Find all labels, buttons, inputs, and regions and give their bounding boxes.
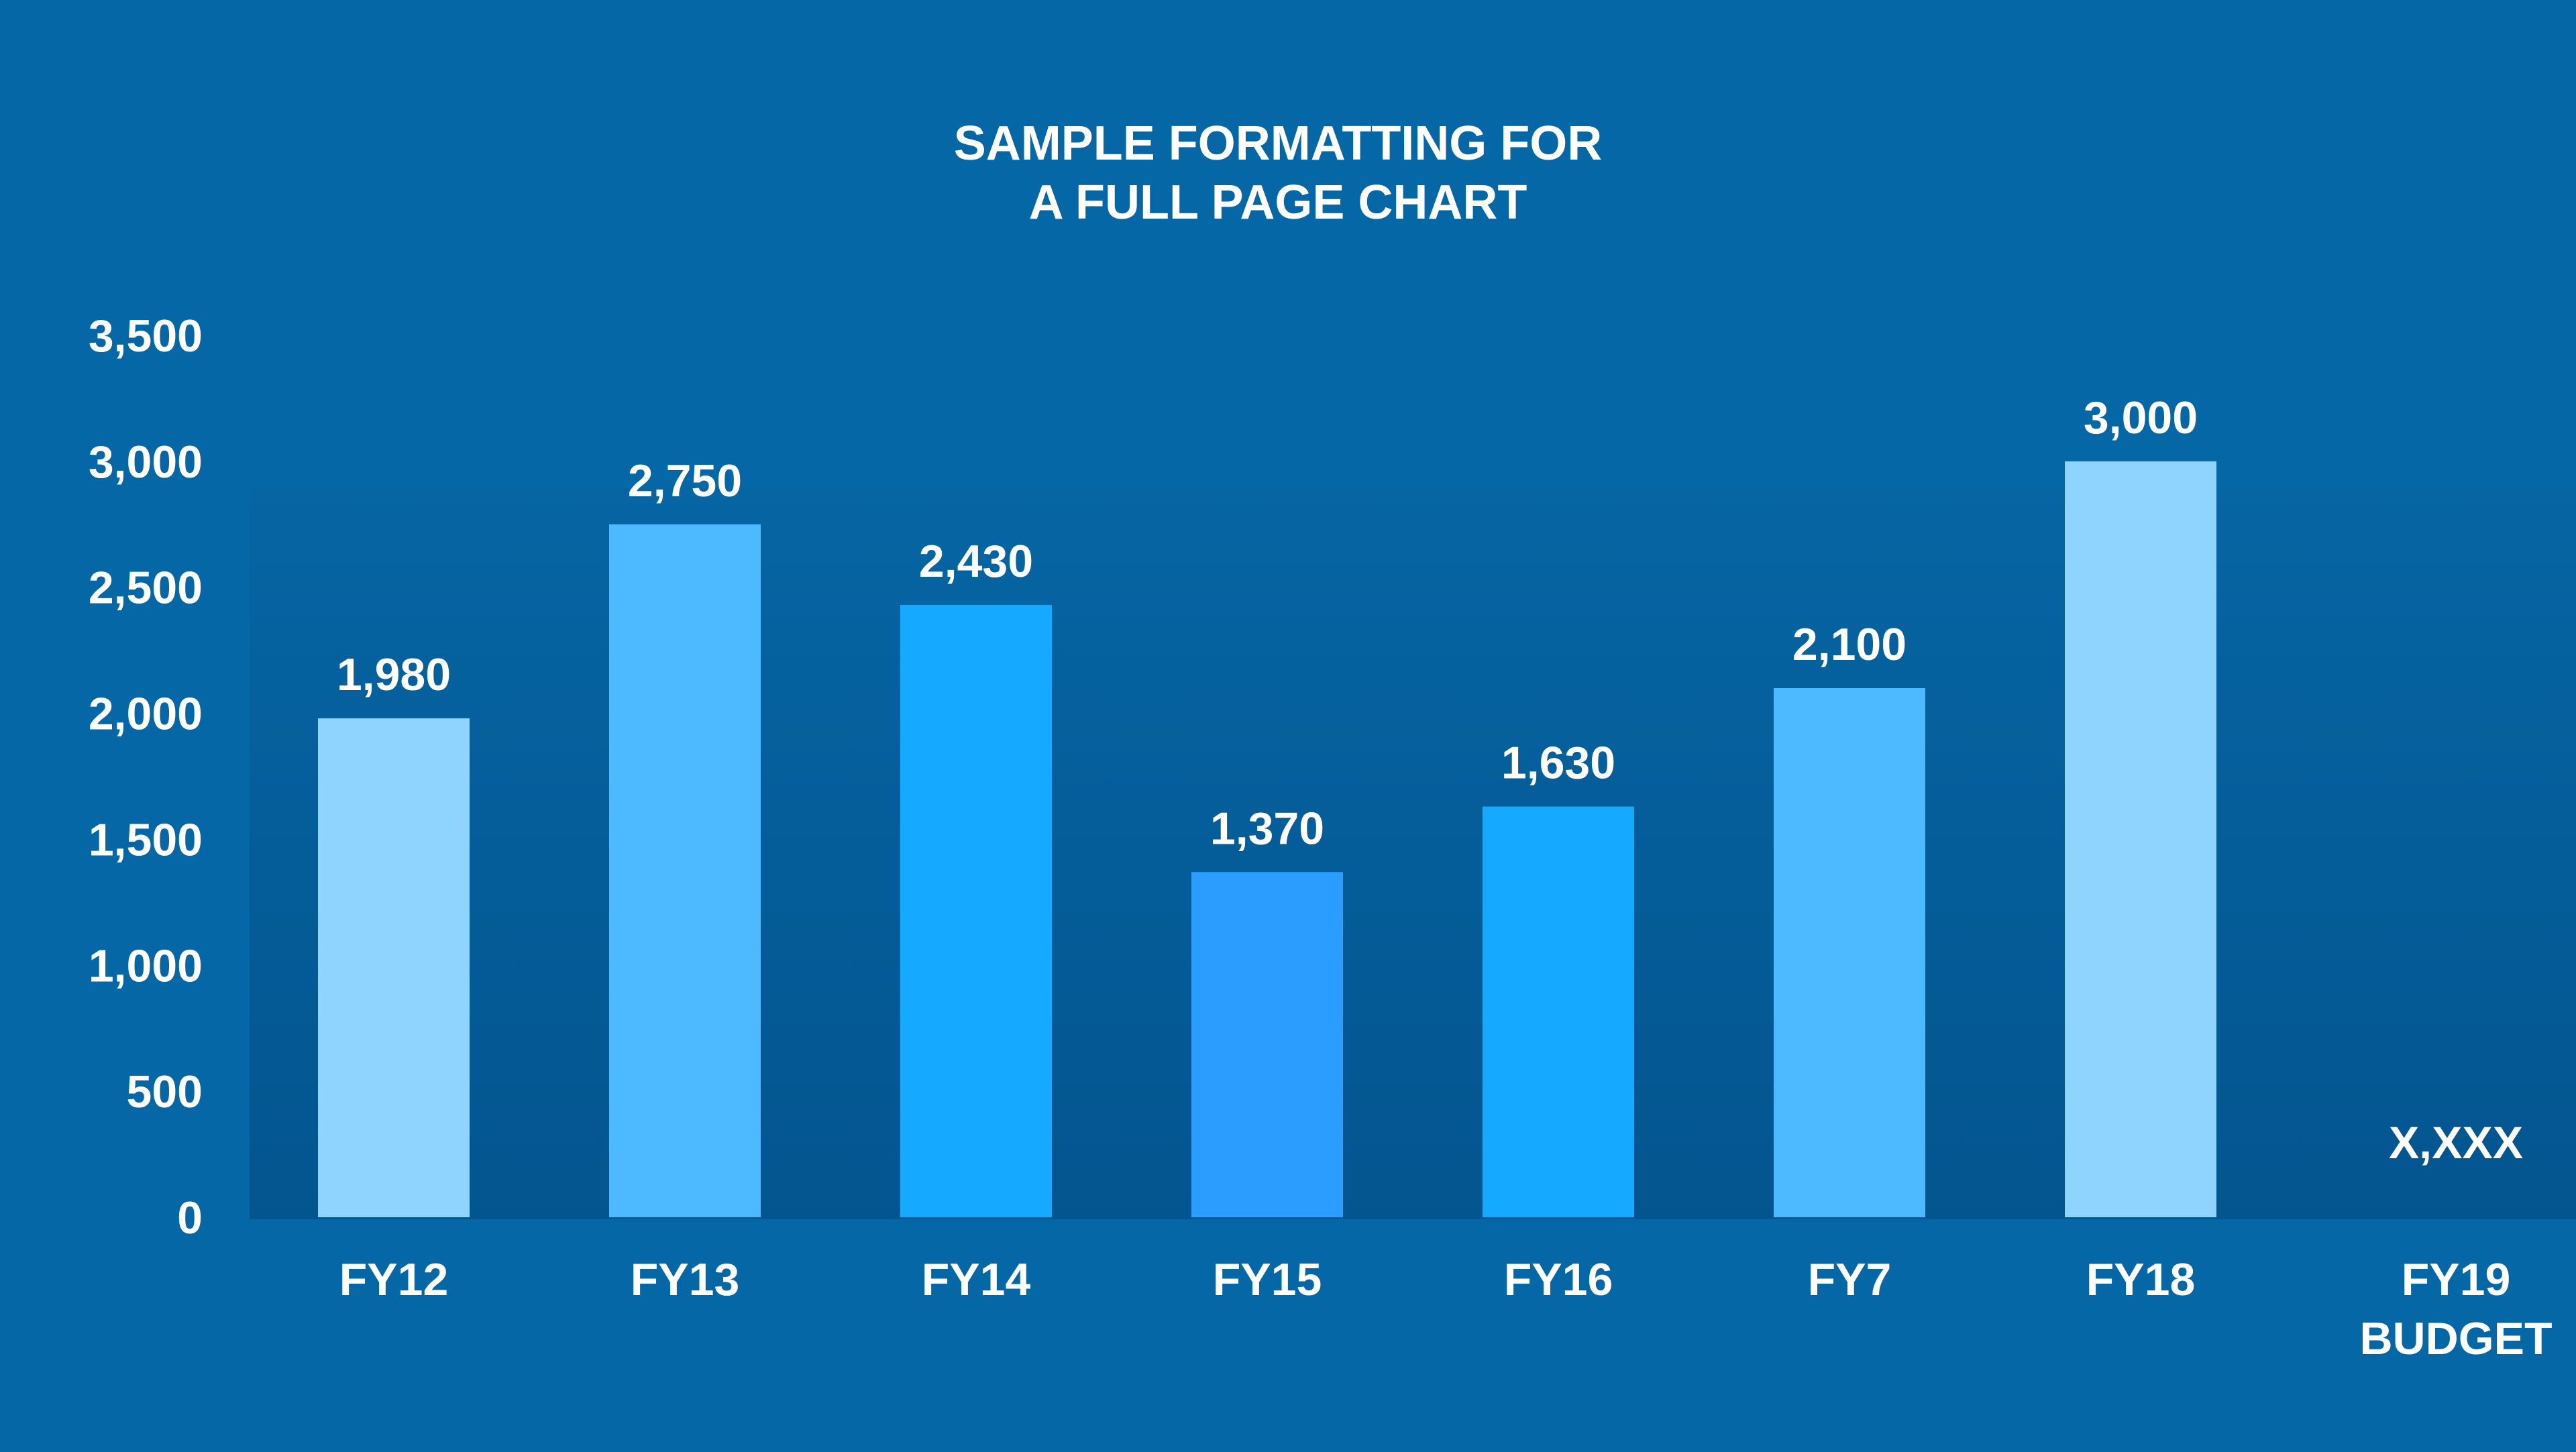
x-tick-label: FY15 bbox=[1213, 1254, 1322, 1305]
data-label: 2,750 bbox=[628, 455, 742, 506]
chart-title-line: A FULL PAGE CHART bbox=[1029, 176, 1527, 229]
data-labels: 1,980 2,750 2,430 1,370 1,630 2,100 3,000 X,XXX bbox=[337, 392, 2523, 1168]
plot-area bbox=[250, 488, 2576, 1219]
x-tick-label: FY12 bbox=[339, 1254, 449, 1305]
bar-fy12 bbox=[318, 718, 470, 1217]
chart-title: SAMPLE FORMATTING FOR A FULL PAGE CHART bbox=[954, 117, 1603, 229]
data-label: 1,980 bbox=[337, 649, 451, 700]
data-label: 2,430 bbox=[919, 536, 1033, 587]
x-tick-label: FY14 bbox=[922, 1254, 1031, 1305]
x-tick-label: FY16 bbox=[1504, 1254, 1613, 1305]
data-label: 1,630 bbox=[1501, 738, 1615, 789]
data-label: X,XXX bbox=[2389, 1117, 2523, 1168]
y-tick-label: 500 bbox=[127, 1066, 203, 1117]
x-tick-label: BUDGET bbox=[2359, 1313, 2552, 1364]
y-tick-label: 1,000 bbox=[89, 940, 203, 991]
data-label: 3,000 bbox=[2084, 392, 2198, 443]
bar-fy15 bbox=[1191, 872, 1343, 1217]
bar-fy7 bbox=[1774, 688, 1925, 1217]
data-label: 1,370 bbox=[1210, 803, 1324, 854]
x-tick-label: FY13 bbox=[631, 1254, 740, 1305]
x-tick-label: FY7 bbox=[1808, 1254, 1892, 1305]
x-tick-label: FY18 bbox=[2086, 1254, 2196, 1305]
y-tick-label: 1,500 bbox=[89, 814, 203, 865]
bar-fy14 bbox=[900, 605, 1052, 1217]
bar-fy18 bbox=[2065, 461, 2216, 1217]
y-tick-label: 2,500 bbox=[89, 563, 203, 614]
bars bbox=[318, 461, 2216, 1218]
y-tick-label: 3,000 bbox=[89, 437, 203, 488]
chart-title-line: SAMPLE FORMATTING FOR bbox=[954, 117, 1603, 170]
x-tick-label: FY19 bbox=[2402, 1254, 2511, 1305]
bar-fy16 bbox=[1483, 806, 1634, 1217]
x-axis-tick-labels: FY12 FY13 FY14 FY15 FY16 FY7 FY18 FY19 BUDGET bbox=[339, 1254, 2553, 1364]
bar-fy13 bbox=[609, 524, 761, 1218]
data-label: 2,100 bbox=[1792, 619, 1907, 670]
y-tick-label: 0 bbox=[177, 1192, 203, 1243]
y-tick-label: 3,500 bbox=[89, 311, 203, 361]
y-axis-tick-labels: 0 500 1,000 1,500 2,000 2,500 3,000 3,500 bbox=[89, 311, 203, 1243]
y-tick-label: 2,000 bbox=[89, 689, 203, 740]
